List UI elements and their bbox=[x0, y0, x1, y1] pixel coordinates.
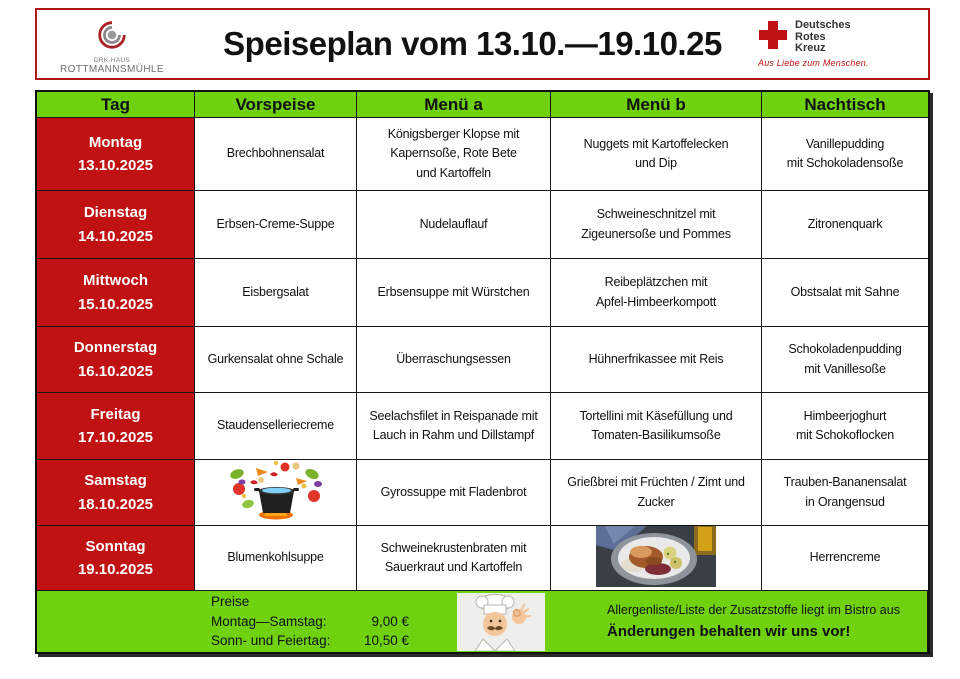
price-label: Sonn- und Feiertag: bbox=[211, 633, 331, 649]
cell-dienstag-menu-a: Nudelauflauf bbox=[357, 191, 551, 259]
cell-sonntag-vorspeise: Blumenkohlsuppe bbox=[195, 526, 357, 591]
drk-name-line3: Kreuz bbox=[795, 42, 826, 55]
cell-donnerstag-menu-a: Überraschungsessen bbox=[357, 327, 551, 393]
rottmannsmuehle-logo: DRK-HAUS ROTTMANNSMÜHLE bbox=[37, 13, 187, 75]
org-logo-line2: ROTTMANNSMÜHLE bbox=[60, 64, 164, 75]
day-cell-montag: Montag 13.10.2025 bbox=[37, 118, 195, 191]
price-row-sunday: Sonn- und Feiertag: 10,50 € bbox=[211, 631, 409, 651]
drk-logo: Deutsches Rotes Kreuz Aus Liebe zum Mens… bbox=[758, 18, 928, 69]
roast-plate-photo bbox=[596, 526, 716, 590]
drk-name: Deutsches Rotes Kreuz bbox=[795, 18, 851, 56]
day-name: Sonntag bbox=[85, 537, 146, 555]
price-label: Montag—Samstag: bbox=[211, 613, 327, 629]
cell-samstag-menu-b: Grießbrei mit Früchten / Zimt und Zucker bbox=[551, 460, 762, 526]
allergen-note: Allergenliste/Liste der Zusatzstoffe lie… bbox=[607, 603, 900, 617]
vegetables-pot-illustration bbox=[228, 460, 324, 525]
allergen-note-block: Allergenliste/Liste der Zusatzstoffe lie… bbox=[607, 603, 900, 640]
column-header-tag: Tag bbox=[37, 92, 195, 118]
cell-montag-menu-a: Königsberger Klopse mit Kapernsoße, Rote… bbox=[357, 118, 551, 191]
day-date: 14.10.2025 bbox=[77, 227, 154, 245]
price-value: 9,00 € bbox=[371, 613, 409, 629]
cell-sonntag-menu-b bbox=[551, 526, 762, 591]
day-name: Samstag bbox=[84, 472, 147, 490]
swirl-logo-icon bbox=[93, 17, 131, 56]
cell-mittwoch-menu-b: Reibeplätzchen mit Apfel-Himbeerkompott bbox=[551, 259, 762, 327]
cell-donnerstag-menu-b: Hühnerfrikassee mit Reis bbox=[551, 327, 762, 393]
cell-donnerstag-vorspeise: Gurkensalat ohne Schale bbox=[195, 327, 357, 393]
chef-illustration bbox=[457, 592, 545, 652]
red-cross-icon bbox=[758, 20, 788, 55]
column-header-menu-a: Menü a bbox=[357, 92, 551, 118]
cell-dienstag-menu-b: Schweineschnitzel mit Zigeunersoße und P… bbox=[551, 191, 762, 259]
column-header-menu-b: Menü b bbox=[551, 92, 762, 118]
day-name: Freitag bbox=[90, 405, 141, 423]
cell-freitag-nachtisch: Himbeerjoghurt mit Schokoflocken bbox=[762, 393, 928, 460]
day-date: 17.10.2025 bbox=[77, 429, 154, 446]
cell-montag-menu-b: Nuggets mit Kartoffelecken und Dip bbox=[551, 118, 762, 191]
cell-samstag-nachtisch: Trauben-Bananensalat in Orangensud bbox=[762, 460, 928, 526]
day-cell-sonntag: Sonntag 19.10.2025 bbox=[37, 526, 195, 591]
cell-montag-nachtisch: Vanillepudding mit Schokoladensoße bbox=[762, 118, 928, 191]
cell-dienstag-vorspeise: Erbsen-Creme-Suppe bbox=[195, 191, 357, 259]
cell-mittwoch-menu-a: Erbsensuppe mit Würstchen bbox=[357, 259, 551, 327]
day-date: 15.10.2025 bbox=[77, 295, 154, 313]
price-list: Preise Montag—Samstag: 9,00 € Sonn- und … bbox=[211, 592, 409, 652]
cell-mittwoch-vorspeise: Eisbergsalat bbox=[195, 259, 357, 327]
cell-dienstag-nachtisch: Zitronenquark bbox=[762, 191, 928, 259]
day-name: Dienstag bbox=[83, 204, 148, 222]
org-logo-line1: DRK-HAUS bbox=[93, 57, 131, 64]
cell-freitag-vorspeise: Staudenselleriecreme bbox=[195, 393, 357, 460]
cell-montag-vorspeise: Brechbohnensalat bbox=[195, 118, 357, 191]
cell-sonntag-nachtisch: Herrencreme bbox=[762, 526, 928, 591]
drk-name-line1: Deutsches bbox=[795, 18, 851, 31]
cell-sonntag-menu-a: Schweinekrustenbraten mit Sauerkraut und… bbox=[357, 526, 551, 591]
day-name: Mittwoch bbox=[83, 272, 148, 290]
price-title: Preise bbox=[211, 593, 250, 609]
drk-slogan: Aus Liebe zum Menschen. bbox=[758, 58, 869, 69]
day-date: 19.10.2025 bbox=[77, 561, 154, 578]
day-cell-dienstag: Dienstag 14.10.2025 bbox=[37, 191, 195, 259]
changes-note: Änderungen behalten wir uns vor! bbox=[607, 623, 851, 640]
day-date: 16.10.2025 bbox=[77, 362, 154, 380]
column-header-vorspeise: Vorspeise bbox=[195, 92, 357, 118]
footer-bar: Preise Montag—Samstag: 9,00 € Sonn- und … bbox=[37, 591, 928, 652]
day-name: Montag bbox=[88, 133, 143, 151]
day-cell-donnerstag: Donnerstag 16.10.2025 bbox=[37, 327, 195, 393]
header: DRK-HAUS ROTTMANNSMÜHLE Speiseplan vom 1… bbox=[35, 8, 930, 80]
day-cell-mittwoch: Mittwoch 15.10.2025 bbox=[37, 259, 195, 327]
cell-mittwoch-nachtisch: Obstsalat mit Sahne bbox=[762, 259, 928, 327]
cell-donnerstag-nachtisch: Schokoladenpudding mit Vanillesoße bbox=[762, 327, 928, 393]
price-row-weekday: Montag—Samstag: 9,00 € bbox=[211, 612, 409, 632]
day-name: Donnerstag bbox=[73, 339, 158, 357]
column-header-nachtisch: Nachtisch bbox=[762, 92, 928, 118]
cell-samstag-menu-a: Gyrossuppe mit Fladenbrot bbox=[357, 460, 551, 526]
drk-name-line2: Rotes bbox=[795, 30, 826, 43]
menu-table: Tag Vorspeise Menü a Menü b Nachtisch Mo… bbox=[35, 90, 930, 654]
day-date: 13.10.2025 bbox=[77, 157, 154, 174]
day-cell-freitag: Freitag 17.10.2025 bbox=[37, 393, 195, 460]
day-cell-samstag: Samstag 18.10.2025 bbox=[37, 460, 195, 526]
cell-freitag-menu-a: Seelachsfilet in Reispanade mit Lauch in… bbox=[357, 393, 551, 460]
price-value: 10,50 € bbox=[363, 633, 409, 649]
cell-samstag-vorspeise bbox=[195, 460, 357, 526]
day-date: 18.10.2025 bbox=[77, 495, 154, 513]
cell-freitag-menu-b: Tortellini mit Käsefüllung und Tomaten-B… bbox=[551, 393, 762, 460]
page-title: Speiseplan vom 13.10.—19.10.25 bbox=[223, 25, 722, 62]
